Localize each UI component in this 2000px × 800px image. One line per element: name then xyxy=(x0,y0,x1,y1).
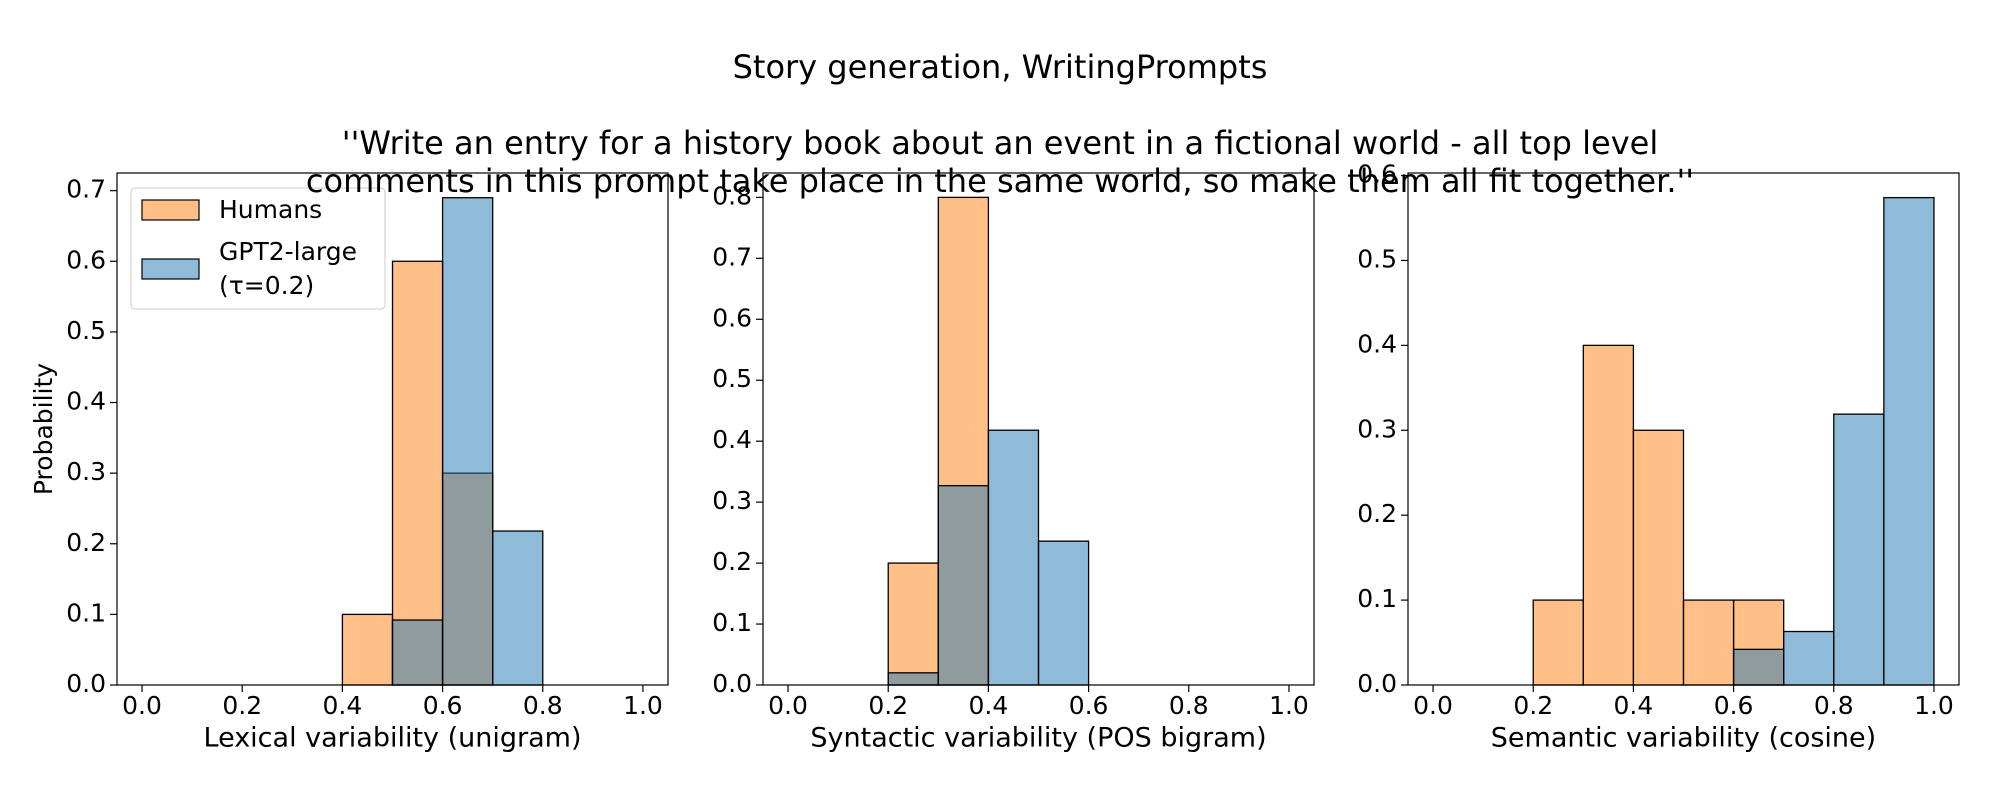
y-tick-label: 0.6 xyxy=(712,303,752,332)
y-tick-label: 0.4 xyxy=(712,425,752,454)
histogram-bar xyxy=(1682,599,1735,686)
x-tick-label: 0.6 xyxy=(1069,691,1109,720)
x-tick-label: 1.0 xyxy=(623,691,663,720)
y-tick-label: 0.0 xyxy=(66,669,106,698)
x-axis-label: Lexical variability (unigram) xyxy=(204,723,582,754)
legend-label: Humans xyxy=(219,195,323,224)
y-tick-label: 0.3 xyxy=(712,486,752,515)
histogram-bar xyxy=(1783,630,1835,686)
histogram-bar xyxy=(987,429,1040,686)
histogram-bar xyxy=(1532,599,1584,686)
histogram-bar xyxy=(391,260,444,686)
y-tick-label: 0.7 xyxy=(712,242,752,271)
x-tick-label: 1.0 xyxy=(1269,691,1309,720)
y-tick-label: 0.5 xyxy=(1357,244,1397,273)
histogram-bar xyxy=(887,562,939,686)
x-axis-label: Semantic variability (cosine) xyxy=(1491,723,1876,754)
plot-frame xyxy=(116,172,669,686)
chart-subtitle: ''Write an entry for a history book abou… xyxy=(305,124,1695,200)
histogram-bar xyxy=(341,613,394,686)
y-tick-label: 0.2 xyxy=(712,547,752,576)
x-tick-label: 0.2 xyxy=(222,691,262,720)
legend-label-box: GPT2-large (τ=0.2) xyxy=(219,237,358,300)
chart-title: Story generation, WritingPrompts xyxy=(732,48,1268,86)
histogram-bar xyxy=(1833,413,1885,686)
y-tick-label: 0.3 xyxy=(1357,414,1397,443)
y-tick-label: 0.6 xyxy=(66,245,106,274)
x-axis-label: Syntactic variability (POS bigram) xyxy=(810,723,1266,754)
x-tick-label: 0.0 xyxy=(1413,691,1453,720)
y-tick-label: 0.5 xyxy=(66,316,106,345)
histogram-bar xyxy=(1883,196,1935,686)
x-tick-label: 0.8 xyxy=(523,691,563,720)
legend-label: GPT2-large (τ=0.2) xyxy=(219,237,358,300)
x-tick-label: 0.4 xyxy=(1614,691,1654,720)
x-tick-label: 0.4 xyxy=(969,691,1009,720)
y-tick-label: 0.1 xyxy=(712,608,752,637)
x-tick-label: 0.2 xyxy=(1513,691,1553,720)
x-tick-label: 0.2 xyxy=(868,691,908,720)
x-tick-label: 0.4 xyxy=(323,691,363,720)
y-axis-label: Probability xyxy=(29,363,58,495)
histogram-bar xyxy=(1732,648,1785,686)
y-tick-label: 0.4 xyxy=(66,387,106,416)
y-tick-label: 0.1 xyxy=(1357,584,1397,613)
histogram-bar xyxy=(937,485,990,686)
y-tick-label: 0.1 xyxy=(66,598,106,627)
y-tick-label: 0.2 xyxy=(66,528,106,557)
x-tick-label: 0.6 xyxy=(1714,691,1754,720)
y-tick-label: 0.7 xyxy=(66,175,106,204)
x-tick-label: 0.8 xyxy=(1814,691,1854,720)
header: Story generation, WritingPrompts ''Write… xyxy=(0,10,2000,238)
y-tick-label: 0.6 xyxy=(1357,160,1397,189)
plot-frame xyxy=(1407,172,1960,686)
x-tick-label: 0.6 xyxy=(423,691,463,720)
y-tick-label: 0.5 xyxy=(712,364,752,393)
legend-label-box: Humans xyxy=(219,195,323,224)
plot-frame xyxy=(762,172,1315,686)
y-tick-label: 0.2 xyxy=(1357,499,1397,528)
x-tick-label: 0.0 xyxy=(122,691,162,720)
y-tick-label: 0.8 xyxy=(712,181,752,210)
histogram-bar xyxy=(887,672,939,686)
y-tick-label: 0.0 xyxy=(712,669,752,698)
y-tick-label: 0.3 xyxy=(66,457,106,486)
histogram-bar xyxy=(1037,540,1090,686)
y-tick-label: 0.4 xyxy=(1357,329,1397,358)
histogram-bar xyxy=(1632,429,1685,686)
y-tick-label: 0.0 xyxy=(1357,669,1397,698)
histogram-bar xyxy=(441,197,494,686)
histogram-bar xyxy=(492,530,544,686)
x-tick-label: 0.0 xyxy=(768,691,808,720)
x-tick-label: 0.8 xyxy=(1169,691,1209,720)
legend-swatch xyxy=(141,258,200,280)
legend-swatch xyxy=(141,199,200,221)
histogram-bar xyxy=(1582,344,1635,686)
x-tick-label: 1.0 xyxy=(1914,691,1954,720)
legend: Humans GPT2-large (τ=0.2) xyxy=(130,187,386,310)
histogram-bar xyxy=(391,619,444,686)
